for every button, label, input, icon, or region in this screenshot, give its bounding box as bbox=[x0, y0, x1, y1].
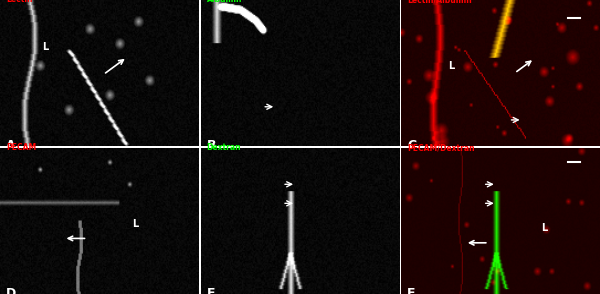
Text: Lectin/Albumin: Lectin/Albumin bbox=[407, 0, 472, 4]
Text: PECAM: PECAM bbox=[6, 143, 36, 152]
Text: Lectin: Lectin bbox=[6, 0, 32, 4]
Text: L: L bbox=[43, 42, 49, 52]
Text: Dextran: Dextran bbox=[206, 143, 241, 152]
Text: D: D bbox=[6, 287, 16, 294]
Text: L: L bbox=[448, 61, 454, 71]
Text: L: L bbox=[132, 219, 138, 229]
Text: Albumin: Albumin bbox=[206, 0, 242, 4]
Text: B: B bbox=[206, 139, 216, 152]
Text: E: E bbox=[206, 287, 215, 294]
Text: PECAM/Dextran: PECAM/Dextran bbox=[407, 143, 475, 152]
Text: C: C bbox=[407, 139, 416, 152]
Text: F: F bbox=[407, 287, 416, 294]
Text: A: A bbox=[6, 139, 16, 152]
Text: L: L bbox=[541, 223, 547, 233]
